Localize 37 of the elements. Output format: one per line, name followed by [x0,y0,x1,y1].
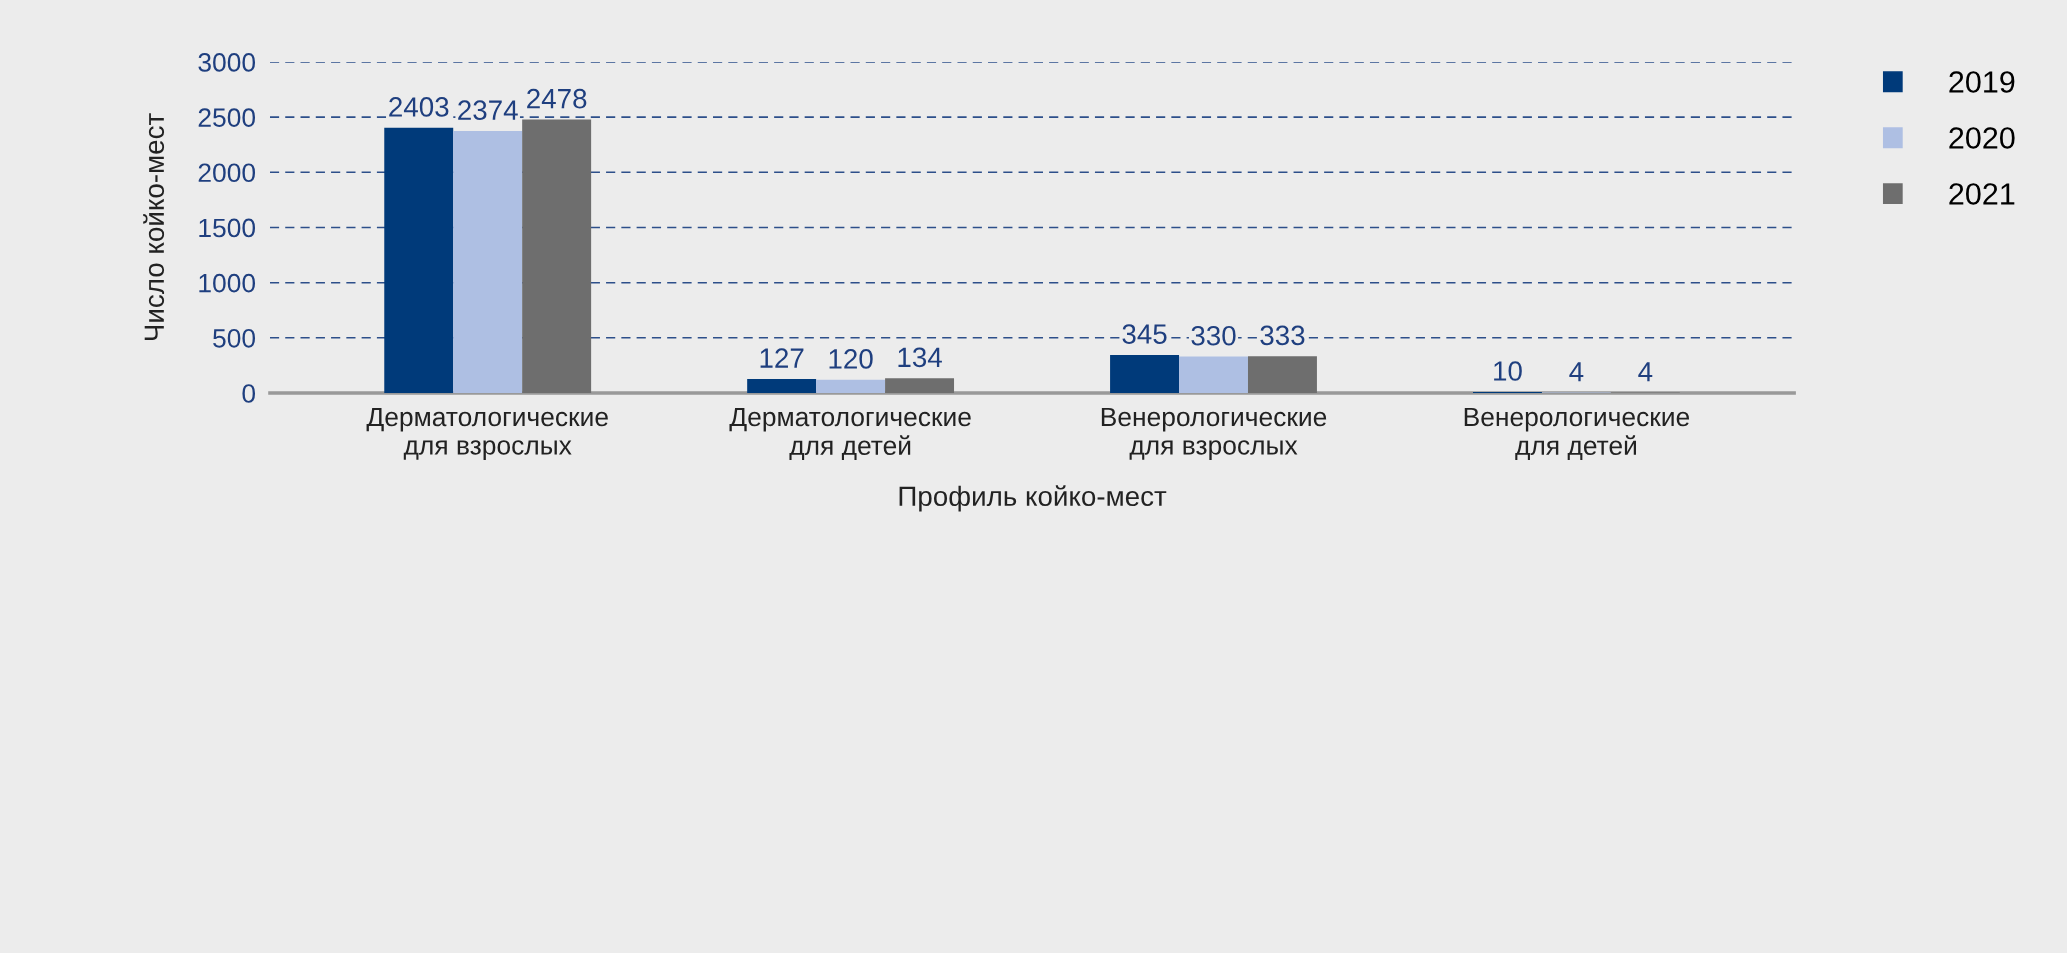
bar [384,127,454,394]
y-tick-label: 1500 [199,218,256,238]
data-label: 10 [1494,361,1522,381]
y-axis-title: Число койко-мест [143,113,165,340]
y-tick-label: 0 [242,384,256,403]
bar [747,379,817,394]
data-label: 2478 [527,88,587,109]
data-label: 4 [1638,362,1653,382]
legend-label: 2019 [1949,71,2015,93]
bar [1110,354,1180,394]
data-label: 127 [760,348,804,368]
data-label: 134 [898,347,942,368]
x-tick-label: Венерологические для взрослых [1101,407,1327,460]
x-tick-label: Венерологические для детей [1464,407,1690,460]
data-label: 2374 [458,100,518,120]
x-tick-label: Дерматологические для детей [729,407,971,460]
data-label: 330 [1191,325,1236,346]
bar [1179,356,1248,394]
data-label: 2403 [389,97,449,117]
x-axis-title: Профиль койко-мест [899,485,1167,512]
data-label: 345 [1122,324,1167,344]
bar [816,379,886,394]
legend-label: 2021 [1949,183,2015,205]
y-tick-label: 500 [213,328,256,348]
data-label: 4 [1569,362,1584,382]
bar [522,119,592,394]
y-tick-label: 2500 [198,108,256,127]
y-tick-label: 1000 [199,273,256,293]
data-label: 120 [829,349,873,369]
data-label: 333 [1260,325,1305,346]
legend-label: 2020 [1949,127,2015,149]
bar [1247,356,1317,394]
y-tick-label: 2000 [198,163,256,183]
bar [885,378,955,394]
y-tick-label: 3000 [198,53,256,72]
bar [453,131,523,394]
x-tick-label: Дерматологические для взрослых [366,407,608,460]
